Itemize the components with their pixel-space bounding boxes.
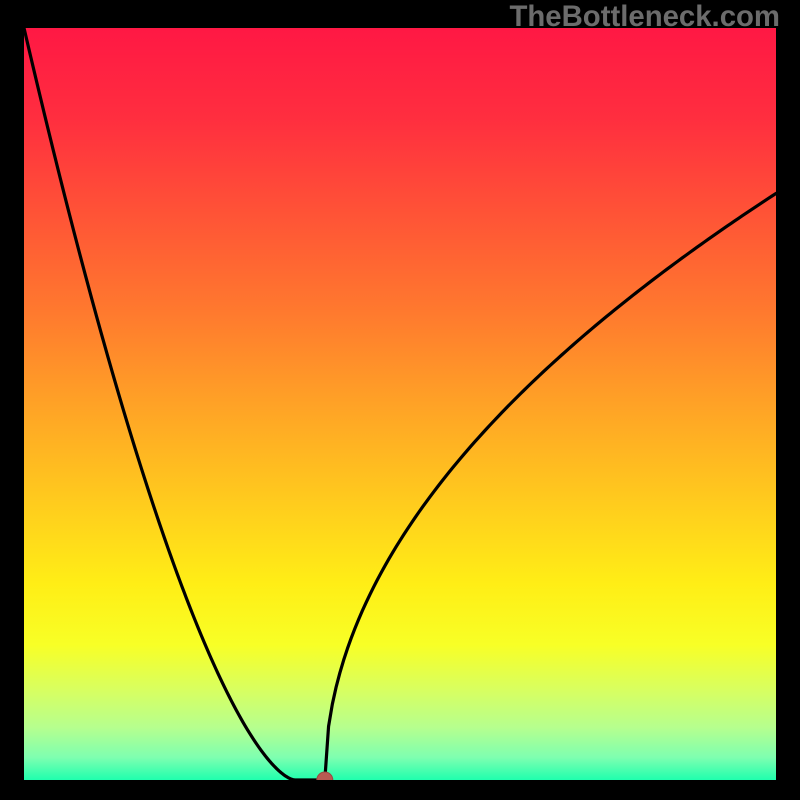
- chart-svg: [24, 28, 776, 780]
- plot-area: [24, 28, 776, 780]
- gradient-background: [24, 28, 776, 780]
- chart-container: TheBottleneck.com: [0, 0, 800, 800]
- watermark-text: TheBottleneck.com: [509, 0, 780, 34]
